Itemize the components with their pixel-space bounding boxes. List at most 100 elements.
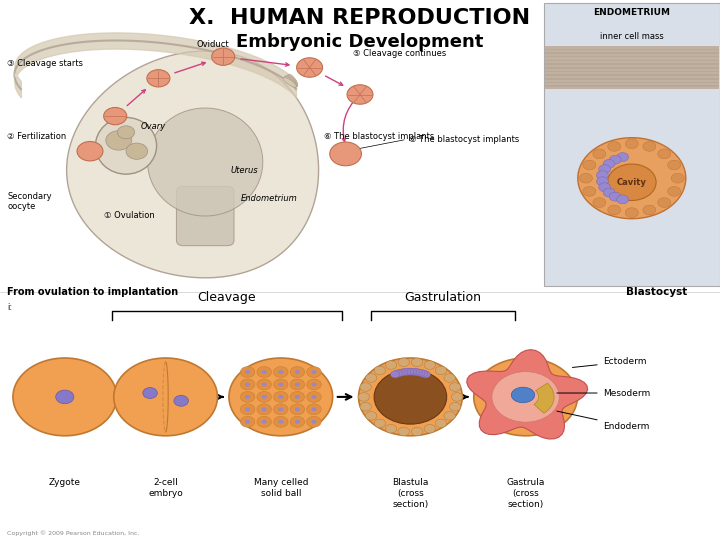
Ellipse shape xyxy=(245,395,251,399)
Text: Embryonic Development: Embryonic Development xyxy=(236,33,484,51)
Circle shape xyxy=(593,198,606,207)
Ellipse shape xyxy=(366,374,377,382)
FancyBboxPatch shape xyxy=(176,186,234,246)
Ellipse shape xyxy=(418,370,428,377)
Ellipse shape xyxy=(285,76,297,87)
Ellipse shape xyxy=(245,407,251,411)
Ellipse shape xyxy=(274,367,288,377)
Ellipse shape xyxy=(402,368,410,375)
Ellipse shape xyxy=(257,416,271,427)
Ellipse shape xyxy=(294,395,300,399)
Ellipse shape xyxy=(174,395,189,406)
Text: Secondary
oocyte: Secondary oocyte xyxy=(7,192,52,211)
Circle shape xyxy=(609,156,621,164)
Ellipse shape xyxy=(261,395,267,399)
Ellipse shape xyxy=(294,370,300,374)
Circle shape xyxy=(658,149,671,159)
Bar xyxy=(544,3,720,286)
Ellipse shape xyxy=(421,371,431,378)
Ellipse shape xyxy=(261,407,267,411)
Ellipse shape xyxy=(257,392,271,402)
Text: inner cell mass: inner cell mass xyxy=(600,32,664,42)
Circle shape xyxy=(596,177,608,186)
Ellipse shape xyxy=(311,370,317,374)
Bar xyxy=(545,69,719,71)
Ellipse shape xyxy=(274,379,288,390)
Ellipse shape xyxy=(240,416,255,427)
Ellipse shape xyxy=(360,383,372,391)
Circle shape xyxy=(617,153,629,161)
Ellipse shape xyxy=(240,379,255,390)
Circle shape xyxy=(583,186,596,196)
Ellipse shape xyxy=(143,388,157,399)
Ellipse shape xyxy=(449,402,461,411)
Text: ③ Cleavage starts: ③ Cleavage starts xyxy=(7,59,84,69)
Ellipse shape xyxy=(424,361,436,369)
Text: Copyright © 2009 Pearson Education, Inc.: Copyright © 2009 Pearson Education, Inc. xyxy=(7,530,140,536)
Text: ② Fertilization: ② Fertilization xyxy=(7,132,66,141)
Circle shape xyxy=(609,192,621,201)
Ellipse shape xyxy=(311,382,317,387)
Text: Ovary: Ovary xyxy=(140,123,166,131)
Polygon shape xyxy=(467,350,588,439)
Ellipse shape xyxy=(424,424,436,433)
Ellipse shape xyxy=(278,395,284,399)
Ellipse shape xyxy=(411,427,423,436)
Bar xyxy=(545,83,719,85)
Ellipse shape xyxy=(278,407,284,411)
Circle shape xyxy=(603,188,615,197)
Ellipse shape xyxy=(284,77,297,87)
Bar xyxy=(545,79,719,82)
Ellipse shape xyxy=(451,393,463,401)
Text: Endoderm: Endoderm xyxy=(557,411,649,430)
Text: 2-cell
embryo: 2-cell embryo xyxy=(148,478,183,498)
Ellipse shape xyxy=(240,367,255,377)
Ellipse shape xyxy=(257,379,271,390)
Ellipse shape xyxy=(290,392,305,402)
Ellipse shape xyxy=(385,424,397,433)
Circle shape xyxy=(608,205,621,215)
Ellipse shape xyxy=(307,392,321,402)
Circle shape xyxy=(625,208,638,218)
Ellipse shape xyxy=(283,77,297,87)
Ellipse shape xyxy=(261,382,267,387)
Ellipse shape xyxy=(359,358,462,436)
Circle shape xyxy=(658,198,671,207)
Ellipse shape xyxy=(229,358,333,436)
Ellipse shape xyxy=(257,404,271,415)
Ellipse shape xyxy=(311,420,317,424)
Circle shape xyxy=(77,141,103,161)
Ellipse shape xyxy=(290,367,305,377)
Ellipse shape xyxy=(444,374,455,382)
Circle shape xyxy=(297,58,323,77)
Circle shape xyxy=(347,85,373,104)
Ellipse shape xyxy=(95,117,157,174)
Circle shape xyxy=(599,183,611,192)
Ellipse shape xyxy=(278,370,284,374)
Ellipse shape xyxy=(410,368,419,375)
Text: ① Ovulation: ① Ovulation xyxy=(104,211,155,220)
Bar xyxy=(545,57,719,59)
Ellipse shape xyxy=(411,358,423,367)
Ellipse shape xyxy=(294,420,300,424)
Circle shape xyxy=(596,171,608,180)
Circle shape xyxy=(583,160,596,170)
Ellipse shape xyxy=(366,411,377,420)
Ellipse shape xyxy=(398,427,410,436)
Ellipse shape xyxy=(290,379,305,390)
Ellipse shape xyxy=(511,387,535,403)
Bar xyxy=(545,46,719,89)
Circle shape xyxy=(104,107,127,125)
Bar xyxy=(545,65,719,67)
Circle shape xyxy=(593,149,606,159)
Ellipse shape xyxy=(415,369,425,376)
Ellipse shape xyxy=(390,371,400,378)
Ellipse shape xyxy=(240,392,255,402)
Circle shape xyxy=(603,159,615,168)
Circle shape xyxy=(667,160,680,170)
Text: Cleavage: Cleavage xyxy=(197,291,256,304)
Wedge shape xyxy=(534,383,554,413)
Circle shape xyxy=(599,165,611,173)
Ellipse shape xyxy=(245,420,251,424)
Ellipse shape xyxy=(374,419,385,428)
